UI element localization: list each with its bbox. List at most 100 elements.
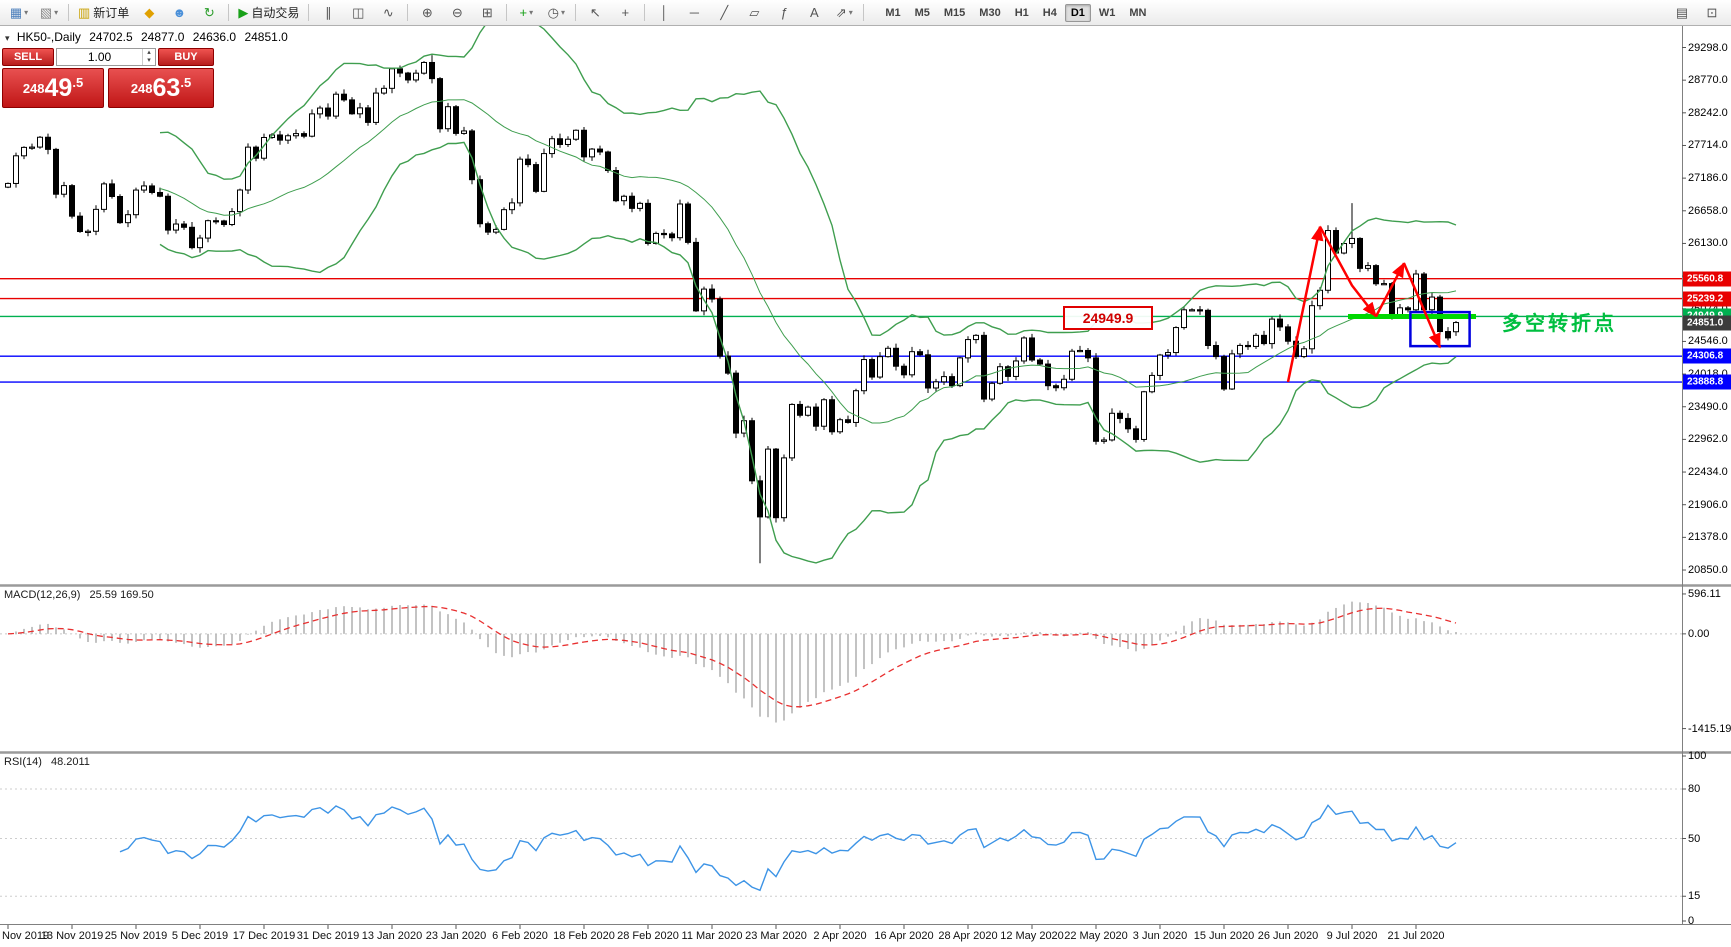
toolbar-separator bbox=[228, 4, 230, 21]
new-order-button[interactable]: ▥ 新订单 bbox=[74, 2, 133, 24]
timeframe-m15-button[interactable]: M15 bbox=[943, 6, 966, 19]
rsi-indicator-label: RSI(14) 48.2011 bbox=[4, 756, 96, 768]
vline-button[interactable]: │ bbox=[650, 2, 678, 24]
rsi-name: RSI(14) bbox=[4, 756, 42, 768]
timeframe-m30-button[interactable]: M30 bbox=[979, 6, 1001, 19]
line-chart-button[interactable]: ∿ bbox=[374, 2, 402, 24]
timeframe-group: M1 M5 M15 M30 H1 H4 D1 W1 MN bbox=[878, 3, 1153, 22]
toolbar-separator bbox=[407, 4, 409, 21]
preview-button[interactable]: ⊡ bbox=[1706, 4, 1718, 20]
ohlc-high: 24877.0 bbox=[140, 30, 185, 44]
ohlc-open: 24702.5 bbox=[89, 30, 133, 44]
macd-values: 25.59 169.50 bbox=[89, 589, 154, 601]
profiles-button[interactable]: ▧ ▾ bbox=[35, 2, 63, 24]
new-chart-button[interactable]: ▦ ▾ bbox=[5, 2, 33, 24]
new-order-icon: ▥ bbox=[78, 4, 91, 20]
timeframe-h1-button[interactable]: H1 bbox=[1014, 6, 1029, 19]
candle-chart-button[interactable]: ◫ bbox=[344, 2, 372, 24]
price-digits: 248 bbox=[130, 80, 153, 96]
price-digits: 49 bbox=[44, 73, 73, 102]
toolbar-separator bbox=[308, 4, 310, 21]
autotrade-button[interactable]: ▶ 自动交易 bbox=[234, 2, 303, 24]
caret-down-icon: ▾ bbox=[529, 8, 534, 17]
objects-button[interactable]: ◷ ▾ bbox=[542, 2, 570, 24]
price-digits: 248 bbox=[22, 80, 45, 96]
timeframe-m5-button[interactable]: M5 bbox=[914, 6, 930, 19]
sell-price-button[interactable]: 248 49.5 bbox=[2, 68, 104, 108]
hline-button[interactable]: ─ bbox=[680, 2, 708, 24]
timeframe-mn-button[interactable]: MN bbox=[1129, 6, 1147, 19]
zoom-in-button[interactable]: ⊕ bbox=[413, 2, 441, 24]
buy-button[interactable]: BUY bbox=[158, 48, 214, 66]
trendline-icon: ╱ bbox=[720, 4, 729, 20]
zoom-out-icon: ⊖ bbox=[451, 4, 463, 20]
lot-increase-button[interactable]: ▴ bbox=[147, 49, 151, 56]
new-order-button-label: 新订单 bbox=[93, 6, 130, 20]
zoom-out-button[interactable]: ⊖ bbox=[443, 2, 471, 24]
tile-windows-button[interactable]: ⊞ bbox=[473, 2, 501, 24]
timeframe-w1-button[interactable]: W1 bbox=[1098, 6, 1116, 19]
lot-size-value[interactable]: 1.00 bbox=[87, 50, 112, 64]
one-click-trade-panel: SELL 1.00 ▴ ▾ BUY 248 49.5 248 63.5 bbox=[0, 46, 216, 110]
cursor-button[interactable]: ↖ bbox=[581, 2, 609, 24]
candle-chart-icon: ◫ bbox=[352, 4, 365, 20]
price-digits: 63 bbox=[152, 73, 181, 102]
refresh-icon-icon: ↻ bbox=[203, 4, 215, 20]
lot-stepper: ▴ ▾ bbox=[142, 49, 155, 65]
autotrade-button-label: 自动交易 bbox=[251, 6, 300, 20]
cursor-icon: ↖ bbox=[589, 4, 601, 20]
timeframe-h4-button[interactable]: H4 bbox=[1042, 6, 1057, 19]
hline-icon: ─ bbox=[689, 5, 699, 20]
caret-down-icon: ▾ bbox=[848, 8, 853, 17]
timeframe-m1-button[interactable]: M1 bbox=[885, 6, 901, 19]
vline-icon: │ bbox=[660, 5, 669, 20]
tile-windows-icon: ⊞ bbox=[481, 4, 493, 20]
text-button[interactable]: A bbox=[800, 2, 828, 24]
mql-market-icon-icon: ◆ bbox=[144, 4, 155, 20]
rsi-value: 48.2011 bbox=[50, 756, 90, 768]
chart-title: ▾ HK50-,Daily 24702.5 24877.0 24636.0 24… bbox=[5, 30, 293, 44]
community-icon[interactable]: ☻ bbox=[165, 2, 193, 24]
arrows-button[interactable]: ⇗ ▾ bbox=[830, 2, 858, 24]
lot-decrease-button[interactable]: ▾ bbox=[147, 57, 151, 64]
line-chart-icon: ∿ bbox=[382, 4, 394, 20]
sell-button[interactable]: SELL bbox=[2, 48, 54, 66]
arrows-icon: ⇗ bbox=[835, 4, 847, 20]
refresh-icon[interactable]: ↻ bbox=[195, 2, 223, 24]
crosshair-button[interactable]: + bbox=[611, 2, 639, 24]
crosshair-icon: + bbox=[621, 5, 630, 20]
objects-icon: ◷ bbox=[547, 4, 559, 20]
print-button[interactable]: ▤ bbox=[1675, 4, 1689, 20]
bar-chart-button[interactable]: ∥ bbox=[314, 2, 342, 24]
main-toolbar: ▦ ▾ ▧ ▾ ▥ 新订单 ◆ ☻ ↻ ▶ 自动交易 ∥ ◫ ∿ ⊕ ⊖ ⊞ + ▾ ◷ ▾ ↖ + │ ─ ╱ ▱ ƒ A ⇗ ▾ M1 M5… bbox=[0, 0, 1731, 26]
buy-price-button[interactable]: 248 63.5 bbox=[108, 68, 214, 108]
chart-symbol-period: HK50-,Daily bbox=[16, 30, 81, 44]
price-digits: .5 bbox=[72, 75, 84, 90]
channel-button[interactable]: ▱ bbox=[740, 2, 768, 24]
profiles-icon: ▧ bbox=[39, 4, 53, 20]
indicators-icon: + bbox=[519, 5, 528, 20]
toolbar-separator bbox=[506, 4, 508, 21]
toolbar-separator bbox=[863, 4, 865, 21]
community-icon-icon: ☻ bbox=[172, 5, 187, 20]
fibonacci-icon: ƒ bbox=[780, 5, 788, 20]
price-level-annotation[interactable]: 24949.9 bbox=[1063, 306, 1153, 330]
pivot-text-annotation[interactable]: 多空转折点 bbox=[1502, 313, 1617, 335]
autotrade-icon: ▶ bbox=[238, 4, 249, 20]
fibonacci-button[interactable]: ƒ bbox=[770, 2, 798, 24]
macd-name: MACD(12,26,9) bbox=[4, 589, 81, 601]
macd-indicator-label: MACD(12,26,9) 25.59 169.50 bbox=[4, 589, 160, 601]
caret-down-icon: ▾ bbox=[54, 8, 59, 17]
price-digits: .5 bbox=[180, 75, 192, 90]
caret-down-icon: ▾ bbox=[24, 8, 29, 17]
trendline-button[interactable]: ╱ bbox=[710, 2, 738, 24]
indicators-button[interactable]: + ▾ bbox=[512, 2, 540, 24]
new-chart-icon: ▦ bbox=[9, 4, 23, 20]
lot-size-field[interactable]: 1.00 ▴ ▾ bbox=[56, 48, 156, 66]
timeframe-d1-button[interactable]: D1 bbox=[1064, 3, 1091, 22]
ohlc-close: 24851.0 bbox=[244, 30, 288, 44]
ohlc-low: 24636.0 bbox=[192, 30, 237, 44]
mql-market-icon[interactable]: ◆ bbox=[135, 2, 163, 24]
